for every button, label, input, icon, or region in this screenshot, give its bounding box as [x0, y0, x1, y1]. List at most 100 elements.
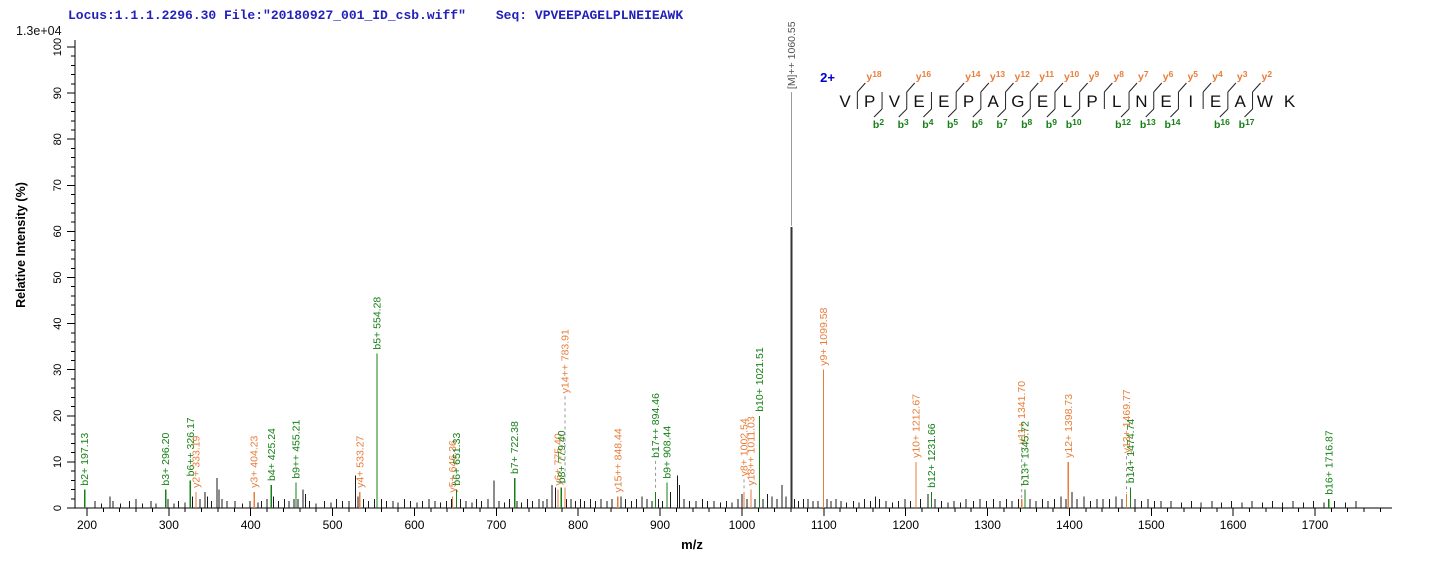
peak-label: b9+ 908.44: [661, 426, 673, 479]
unlabeled-peaks: [94, 475, 1357, 508]
b3-ion-label-anchor: b3: [898, 117, 909, 131]
y4-ion-label: y4: [1212, 69, 1223, 83]
y-tick-label: 10: [52, 456, 64, 468]
fragmentation-mark: [1071, 82, 1089, 118]
y-axis-title: Relative Intensity (%): [14, 182, 28, 308]
x-tick-label: 700: [486, 518, 506, 532]
residue-letter: V: [889, 92, 901, 111]
b12-ion-label-anchor: b12: [1115, 117, 1131, 131]
tick-labels: 0 10 20 30 40 50 60 70 80 90 100 200 300 400 500 600 700…: [14, 38, 1329, 552]
x-tick-label: 300: [159, 518, 179, 532]
peak-b: b7+ 722.38: [509, 421, 521, 508]
b2-ion-label-anchor: b2: [873, 117, 884, 131]
x-tick-label: 1600: [1220, 518, 1247, 532]
peak-label: b9++ 455.21: [290, 420, 302, 479]
y-tick-label: 70: [52, 179, 64, 191]
peak-label: y14++ 783.91: [560, 329, 572, 393]
intensity-scale-label: 1.3e+04: [16, 24, 62, 38]
peak-b: b17++ 894.46: [650, 393, 662, 508]
x-tick-label: 1000: [729, 518, 756, 532]
y-tick-label: 100: [52, 38, 64, 56]
peak-b: b9+ 908.44: [661, 426, 673, 508]
peak-b: b5+ 554.28: [372, 297, 384, 508]
fragmentation-mark: [1046, 82, 1064, 118]
peak-y: y2+ 333.19: [191, 435, 203, 508]
peak-label: b17++ 894.46: [650, 393, 662, 458]
peak-y: y13+ 1469.77: [1121, 389, 1133, 508]
peak-label: b12+ 1231.66: [926, 423, 938, 488]
b13-ion-label-anchor: b13: [1140, 117, 1156, 131]
fragmentation-mark: [1244, 82, 1261, 118]
seq-label: Seq:: [495, 8, 535, 23]
fragmentation-mark: [1145, 82, 1163, 118]
fragmentation-mark: [856, 82, 866, 109]
residue-letter: A: [1235, 92, 1247, 111]
y14-ion-label: y14: [965, 69, 981, 83]
x-tick-label: 1100: [811, 518, 837, 532]
fragmentation-mark: [997, 82, 1014, 118]
peak-b: b14+ 1474.74: [1125, 419, 1137, 508]
residue-letter: A: [988, 92, 1000, 111]
peak-y: y9+ 1099.58: [818, 307, 830, 508]
peak-y: y11+ 1341.70: [1016, 381, 1028, 508]
peak-label: b7+ 722.38: [509, 421, 521, 474]
peak-label: y4+ 533.27: [354, 435, 366, 487]
y6-ion-label: y6: [1163, 69, 1174, 83]
peak-label: b3+ 296.20: [160, 433, 172, 486]
residue-letter: E: [1160, 92, 1171, 111]
residue-letter: V: [839, 92, 851, 111]
peak-label: b2+ 197.13: [79, 433, 91, 486]
y-tick-label: 30: [52, 364, 64, 376]
peak-label: y3+ 404.23: [249, 435, 261, 487]
y16-ion-label: y16: [916, 69, 932, 83]
locus-file-text: Locus:1.1.1.2296.30 File:"20180927_001_I…: [68, 8, 466, 23]
b6-ion-label-anchor: b6: [972, 117, 983, 131]
b5-ion-label-anchor: b5: [947, 117, 958, 131]
x-tick-label: 1500: [1138, 518, 1165, 532]
fragmentation-mark: [1120, 82, 1138, 118]
b8-ion-label-anchor: b8: [1021, 117, 1032, 131]
y-tick-label: 80: [52, 133, 64, 145]
peak-y: y5+ 646.36: [447, 440, 459, 508]
peak-label: y10+ 1212.67: [911, 394, 923, 458]
peak-b: b9++ 455.21: [290, 420, 302, 508]
peak-y: y15++ 848.44: [612, 428, 624, 508]
residue-letter: L: [1063, 92, 1072, 111]
b17-ion-label-anchor: b17: [1239, 117, 1255, 131]
seq-value: VPVEEPAGELPLNEIEAWK: [534, 8, 684, 23]
fragmentation-mark: [1170, 82, 1187, 118]
peak-label: b14+ 1474.74: [1125, 419, 1137, 484]
peak-label: y5+ 646.36: [447, 440, 459, 492]
spectrum-header: Locus:1.1.1.2296.30 File:"20180927_001_I…: [68, 8, 683, 23]
peak-b: b3+ 296.20: [160, 433, 172, 508]
x-tick-label: 800: [568, 518, 588, 532]
peak-label: y2+ 333.19: [191, 435, 203, 487]
y11-ion-label: y11: [1039, 69, 1054, 83]
y18-ion-label: y18: [866, 69, 882, 83]
fragmentation-mark: [1021, 82, 1039, 118]
y7-ion-label: y7: [1138, 69, 1149, 83]
residue-letter: P: [963, 92, 974, 111]
y-tick-label: 0: [52, 505, 64, 511]
peak-label: y8+ 1002.54: [739, 418, 751, 476]
peak-b: b12+ 1231.66: [926, 423, 938, 508]
x-tick-label: 400: [241, 518, 261, 532]
peak-b: b16+ 1716.87: [1323, 430, 1335, 508]
y3-ion-label: y3: [1237, 69, 1248, 83]
axes: [67, 40, 1392, 516]
residue-letter: W: [1257, 92, 1273, 111]
peak-label: y9+ 1099.58: [818, 307, 830, 365]
fragmentation-mark: [898, 82, 916, 118]
x-tick-label: 900: [650, 518, 670, 532]
fragmentation-mark: [1219, 82, 1237, 118]
peak-y: y12+ 1398.73: [1063, 394, 1075, 508]
y13-ion-label: y13: [990, 69, 1006, 83]
peak-label: b6++ 326.17: [185, 417, 197, 476]
y-tick-label: 20: [52, 410, 64, 422]
x-tick-label: 500: [323, 518, 343, 532]
b9-ion-label-anchor: b9: [1046, 117, 1057, 131]
x-tick-label: 600: [404, 518, 424, 532]
